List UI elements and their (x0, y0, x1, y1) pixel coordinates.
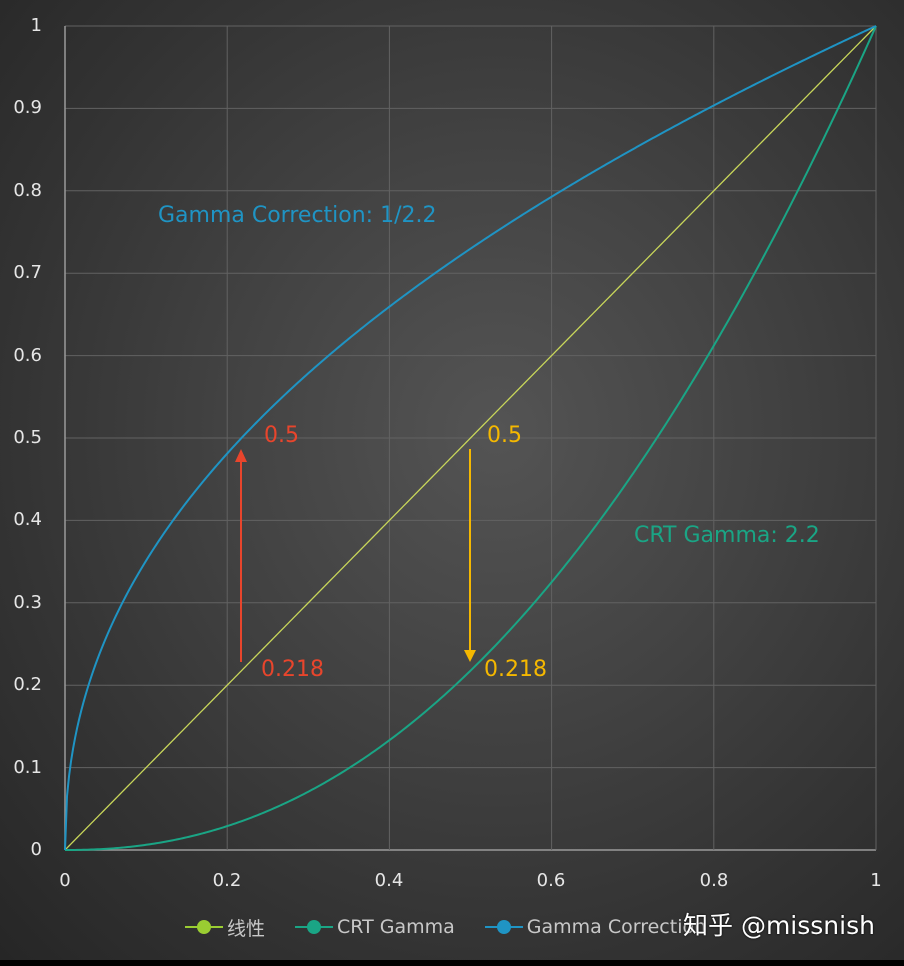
line-marker-icon (484, 920, 523, 934)
x-tick: 0 (59, 870, 71, 891)
x-tick: 0.4 (374, 870, 404, 891)
x-tick: 0.8 (699, 870, 729, 891)
legend: 线性 CRT Gamma Gamma Correction (185, 914, 706, 940)
y-tick: 0 (30, 839, 42, 860)
red-bottom-value: 0.218 (261, 657, 324, 682)
x-tick: 1 (870, 870, 882, 891)
legend-item-gamma-correction: Gamma Correction (484, 916, 707, 938)
y-tick: 0.1 (13, 757, 42, 778)
y-tick: 0.2 (13, 674, 42, 695)
y-tick: 0.9 (13, 97, 42, 118)
y-tick: 1 (30, 15, 42, 36)
watermark: 知乎 @missnish (683, 911, 875, 940)
y-tick: 0.7 (13, 262, 42, 283)
yellow-top-value: 0.5 (487, 423, 522, 448)
legend-label: 线性 (227, 917, 266, 940)
legend-item-linear: 线性 (185, 914, 265, 941)
legend-item-crt-gamma: CRT Gamma (295, 916, 455, 938)
legend-label: Gamma Correction (526, 916, 707, 938)
bottom-border (0, 960, 904, 966)
legend-label: CRT Gamma (337, 916, 455, 938)
red-top-value: 0.5 (264, 423, 299, 448)
arrows (235, 449, 476, 662)
line-marker-icon (295, 920, 334, 934)
series-lines (64, 25, 877, 851)
y-tick: 0.5 (13, 427, 42, 448)
y-tick: 0.6 (13, 345, 42, 366)
y-tick: 0.3 (13, 592, 42, 613)
x-tick: 0.2 (212, 870, 242, 891)
y-tick: 0.4 (13, 509, 42, 530)
y-tick: 0.8 (13, 180, 42, 201)
line-marker-icon (185, 920, 223, 934)
crt-gamma-label: CRT Gamma: 2.2 (634, 523, 820, 548)
gamma-correction-label: Gamma Correction: 1/2.2 (158, 203, 437, 228)
x-tick: 0.6 (536, 870, 566, 891)
yellow-bottom-value: 0.218 (484, 657, 547, 682)
